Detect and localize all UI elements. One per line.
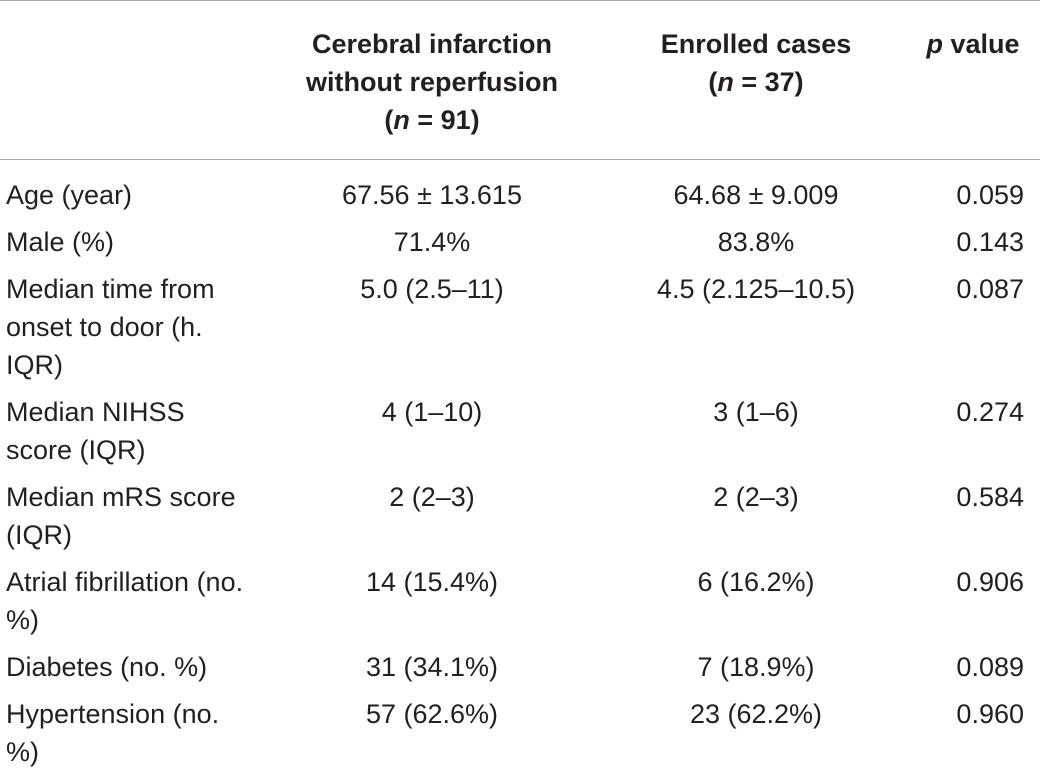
- table-row: Hypertension (no. %) 57 (62.6%) 23 (62.2…: [0, 695, 1040, 780]
- value-p: 0.274: [956, 397, 1024, 427]
- value-p: 0.059: [956, 180, 1024, 210]
- table-row: Atrial fibrillation (no. %) 14 (15.4%) 6…: [0, 563, 1040, 648]
- header-variable: [0, 0, 258, 160]
- value-without-reperfusion: 67.56 ± 13.615: [342, 180, 522, 210]
- table-row: Age (year) 67.56 ± 13.615 64.68 ± 9.009 …: [0, 160, 1040, 224]
- header-without-reperfusion-n-symbol: n: [393, 105, 410, 135]
- header-p-symbol: p: [926, 29, 943, 59]
- table-row: Median NIHSS score (IQR) 4 (1–10) 3 (1–6…: [0, 393, 1040, 478]
- header-without-reperfusion-line2: without reperfusion: [306, 67, 558, 97]
- value-enrolled: 64.68 ± 9.009: [673, 180, 839, 210]
- value-p: 0.960: [956, 699, 1024, 729]
- value-without-reperfusion: 4 (1–10): [381, 397, 483, 427]
- value-enrolled: 23 (62.2%): [689, 699, 823, 729]
- row-label: Median time from onset to door (h. IQR): [6, 274, 215, 380]
- value-without-reperfusion: 57 (62.6%): [365, 699, 499, 729]
- row-label: Age (year): [6, 180, 133, 210]
- value-enrolled: 4.5 (2.125–10.5): [656, 274, 856, 304]
- value-enrolled: 3 (1–6): [713, 397, 799, 427]
- row-label: Atrial fibrillation (no. %): [6, 567, 244, 635]
- value-p: 0.087: [956, 274, 1024, 304]
- row-label: Median NIHSS score (IQR): [6, 397, 185, 465]
- value-enrolled: 6 (16.2%): [697, 567, 815, 597]
- value-without-reperfusion: 5.0 (2.5–11): [360, 274, 504, 304]
- value-without-reperfusion: 71.4%: [393, 227, 471, 257]
- value-p: 0.906: [956, 567, 1024, 597]
- header-without-reperfusion: Cerebral infarction without reperfusion …: [258, 0, 606, 160]
- header-p-value: p value: [906, 0, 1040, 160]
- header-without-reperfusion-line1: Cerebral infarction: [311, 29, 553, 59]
- row-label: Hypertension (no. %): [6, 699, 220, 767]
- row-label: Male (%): [6, 227, 115, 257]
- value-without-reperfusion: 31 (34.1%): [365, 652, 499, 682]
- value-enrolled: 7 (18.9%): [697, 652, 815, 682]
- value-enrolled: 83.8%: [717, 227, 795, 257]
- table-header: Cerebral infarction without reperfusion …: [0, 0, 1040, 160]
- header-p-label: value: [942, 29, 1020, 59]
- row-label: Diabetes (no. %): [6, 652, 208, 682]
- value-p: 0.143: [956, 227, 1024, 257]
- header-enrolled-n-symbol: n: [717, 67, 734, 97]
- table-row: Diabetes (no. %) 31 (34.1%) 7 (18.9%) 0.…: [0, 648, 1040, 695]
- value-without-reperfusion: 2 (2–3): [389, 482, 475, 512]
- table-row: Median time from onset to door (h. IQR) …: [0, 270, 1040, 393]
- value-enrolled: 2 (2–3): [713, 482, 799, 512]
- value-p: 0.089: [956, 652, 1024, 682]
- header-enrolled-n-open: (: [708, 67, 718, 97]
- header-enrolled-line1: Enrolled cases: [660, 29, 852, 59]
- table-body: Age (year) 67.56 ± 13.615 64.68 ± 9.009 …: [0, 160, 1040, 780]
- row-label: Median mRS score (IQR): [6, 482, 236, 550]
- header-without-reperfusion-n-count: = 91): [409, 105, 480, 135]
- header-row: Cerebral infarction without reperfusion …: [0, 0, 1040, 160]
- table-row: Male (%) 71.4% 83.8% 0.143: [0, 223, 1040, 270]
- header-enrolled-n-count: = 37): [733, 67, 804, 97]
- table-row: Median mRS score (IQR) 2 (2–3) 2 (2–3) 0…: [0, 478, 1040, 563]
- header-enrolled: Enrolled cases (n = 37): [606, 0, 906, 160]
- value-p: 0.584: [956, 482, 1024, 512]
- header-without-reperfusion-n-open: (: [384, 105, 394, 135]
- value-without-reperfusion: 14 (15.4%): [365, 567, 499, 597]
